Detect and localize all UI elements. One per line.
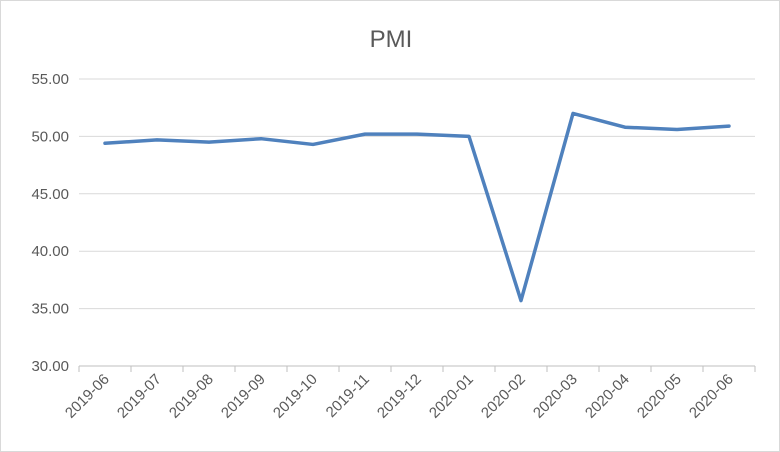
data-point [207, 140, 211, 144]
x-tick-label: 2020-02 [478, 371, 529, 422]
y-tick-label: 40.00 [31, 243, 69, 260]
gridlines [79, 78, 755, 310]
y-tick-label: 45.00 [31, 186, 69, 203]
data-point [727, 124, 731, 128]
data-point [103, 141, 107, 145]
data-point [259, 137, 263, 141]
x-tick-label: 2019-12 [374, 371, 425, 422]
x-tick-label: 2020-03 [530, 371, 581, 422]
data-point [467, 134, 471, 138]
data-point [519, 299, 523, 303]
x-tick-label: 2020-04 [582, 371, 633, 422]
data-point [363, 132, 367, 136]
y-tick-label: 55.00 [31, 71, 69, 88]
x-tick-label: 2020-05 [634, 371, 685, 422]
x-tick-label: 2019-09 [218, 371, 269, 422]
x-tick-label: 2019-10 [270, 371, 321, 422]
x-tick-label: 2019-06 [62, 371, 113, 422]
data-point [623, 125, 627, 129]
x-tick-label: 2019-07 [114, 371, 165, 422]
chart-title: PMI [370, 26, 413, 53]
data-point [311, 142, 315, 146]
x-tick-label: 2020-01 [426, 371, 477, 422]
data-point [675, 128, 679, 132]
y-tick-label: 30.00 [31, 358, 69, 375]
x-tick-label: 2019-11 [323, 371, 373, 421]
data-point [415, 132, 419, 136]
y-axis-tick-labels: 30.00 35.00 40.00 45.00 50.00 55.00 [31, 71, 69, 375]
series-layer [103, 111, 731, 303]
x-tick-label: 2020-06 [686, 371, 737, 422]
x-tick-label: 2019-08 [166, 371, 217, 422]
y-tick-label: 35.00 [31, 301, 69, 318]
data-point [155, 138, 159, 142]
x-axis [78, 365, 756, 372]
series-line [103, 111, 731, 303]
data-point [571, 111, 575, 115]
y-tick-label: 50.00 [31, 128, 69, 145]
x-axis-tick-labels: 2019-06 2019-07 2019-08 2019-09 2019-10 2019-… [62, 371, 737, 422]
